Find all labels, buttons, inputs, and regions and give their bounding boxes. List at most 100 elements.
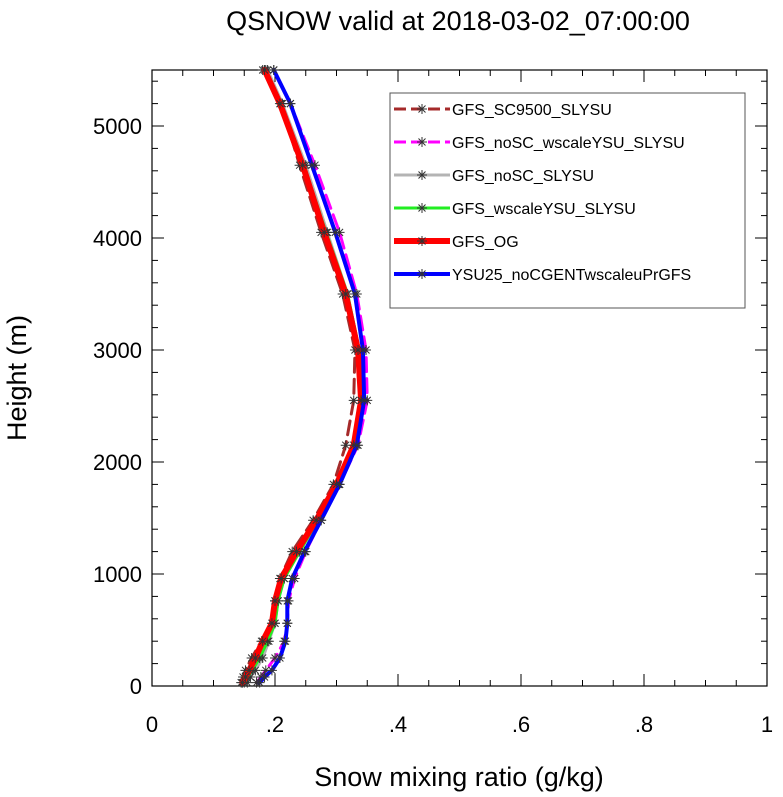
legend-label: GFS_OG — [452, 234, 519, 251]
legend-item: GFS_OG — [394, 234, 519, 251]
asterisk-marker-stroke — [280, 636, 291, 647]
asterisk-marker-stroke — [417, 104, 427, 114]
legend-item: YSU25_noCGENTwscaleuPrGFS — [394, 267, 691, 284]
data-point — [244, 665, 255, 676]
series-line — [239, 68, 357, 685]
asterisk-marker-stroke — [268, 65, 279, 75]
asterisk-marker-stroke — [340, 440, 351, 451]
asterisk-marker-stroke — [351, 440, 362, 451]
data-point — [349, 289, 360, 299]
x-tick-label: .4 — [389, 712, 407, 737]
legend-item: GFS_noSC_SLYSU — [394, 168, 594, 185]
asterisk-marker-stroke — [276, 573, 287, 584]
series-line — [245, 68, 364, 685]
asterisk-marker-stroke — [244, 665, 255, 676]
data-point — [351, 440, 362, 451]
asterisk-marker-stroke — [260, 665, 271, 676]
asterisk-marker-stroke — [319, 227, 330, 238]
asterisk-marker-stroke — [250, 653, 261, 663]
series-5 — [254, 65, 370, 688]
asterisk-marker-stroke — [282, 618, 293, 629]
series-line — [239, 67, 365, 686]
asterisk-marker-stroke — [417, 236, 427, 246]
asterisk-marker-stroke — [359, 395, 370, 406]
asterisk-marker-stroke — [299, 546, 310, 557]
data-point — [291, 546, 302, 557]
asterisk-marker-stroke — [417, 170, 427, 180]
asterisk-marker-stroke — [417, 269, 427, 279]
series-1 — [251, 65, 373, 688]
asterisk-marker-stroke — [259, 672, 270, 683]
legend-marker — [417, 269, 427, 279]
data-point — [287, 573, 298, 584]
x-tick-label: .6 — [512, 712, 530, 737]
x-tick-label: .8 — [635, 712, 653, 737]
y-tick-label: 0 — [130, 674, 142, 699]
legend-label: GFS_noSC_wscaleYSU_SLYSU — [452, 135, 685, 152]
x-tick-label: 0 — [146, 712, 158, 737]
data-point — [274, 98, 285, 109]
legend-label: GFS_wscaleYSU_SLYSU — [452, 201, 636, 218]
asterisk-marker-stroke — [316, 515, 327, 526]
data-point — [282, 595, 293, 606]
asterisk-marker-stroke — [266, 618, 277, 629]
y-tick-label: 3000 — [93, 338, 142, 363]
series-layer — [236, 65, 373, 688]
legend-marker — [417, 236, 427, 246]
data-point — [285, 98, 296, 109]
asterisk-marker-stroke — [330, 227, 341, 238]
plot-axes: 0 .2 .4 .6 .8 1 0 1000 2000 3000 4000 5000 — [93, 69, 773, 737]
legend-marker — [417, 170, 427, 180]
data-point — [268, 65, 279, 75]
asterisk-marker-stroke — [285, 98, 296, 109]
x-tick-label: .2 — [266, 712, 284, 737]
x-tick-label: 1 — [761, 712, 773, 737]
data-point — [334, 479, 345, 490]
data-point — [274, 653, 285, 663]
legend: GFS_SC9500_SLYSU GFS_noSC_wscaleYSU_SLYSU… — [389, 92, 746, 309]
data-point — [348, 395, 359, 406]
legend-marker — [417, 104, 427, 114]
data-point — [266, 618, 277, 629]
data-point — [266, 665, 277, 676]
asterisk-marker-stroke — [270, 595, 280, 606]
data-point — [359, 395, 370, 406]
legend-label: YSU25_noCGENTwscaleuPrGFS — [452, 267, 691, 284]
asterisk-marker-stroke — [306, 160, 317, 171]
data-point — [237, 677, 248, 688]
asterisk-marker-stroke — [297, 160, 308, 171]
data-point — [259, 672, 270, 683]
legend-label: GFS_noSC_SLYSU — [452, 168, 594, 185]
series-4 — [237, 65, 367, 688]
asterisk-marker-stroke — [254, 677, 265, 688]
legend-item: GFS_SC9500_SLYSU — [394, 102, 612, 119]
data-point — [319, 227, 330, 238]
asterisk-marker-stroke — [357, 345, 368, 355]
asterisk-marker-stroke — [291, 546, 302, 557]
asterisk-marker-stroke — [274, 98, 285, 109]
data-point — [297, 160, 308, 171]
data-point — [257, 636, 268, 647]
y-tick-label: 5000 — [93, 114, 142, 139]
data-point — [254, 677, 265, 688]
series-2 — [242, 65, 368, 688]
y-axis-title: Height (m) — [2, 315, 32, 441]
legend-marker — [417, 203, 427, 213]
legend-item: GFS_wscaleYSU_SLYSU — [394, 201, 636, 218]
asterisk-marker-stroke — [334, 479, 345, 490]
asterisk-marker-stroke — [417, 203, 427, 213]
data-point — [306, 160, 317, 171]
asterisk-marker-stroke — [287, 573, 298, 584]
asterisk-marker-stroke — [417, 137, 427, 147]
legend-marker — [417, 137, 427, 147]
data-point — [260, 665, 271, 676]
data-point — [357, 345, 368, 355]
asterisk-marker-stroke — [282, 595, 293, 606]
data-point — [299, 546, 310, 557]
y-tick-label: 1000 — [93, 562, 142, 587]
data-point — [330, 227, 341, 238]
data-point — [240, 672, 251, 683]
data-point — [282, 618, 293, 629]
data-point — [280, 636, 291, 647]
